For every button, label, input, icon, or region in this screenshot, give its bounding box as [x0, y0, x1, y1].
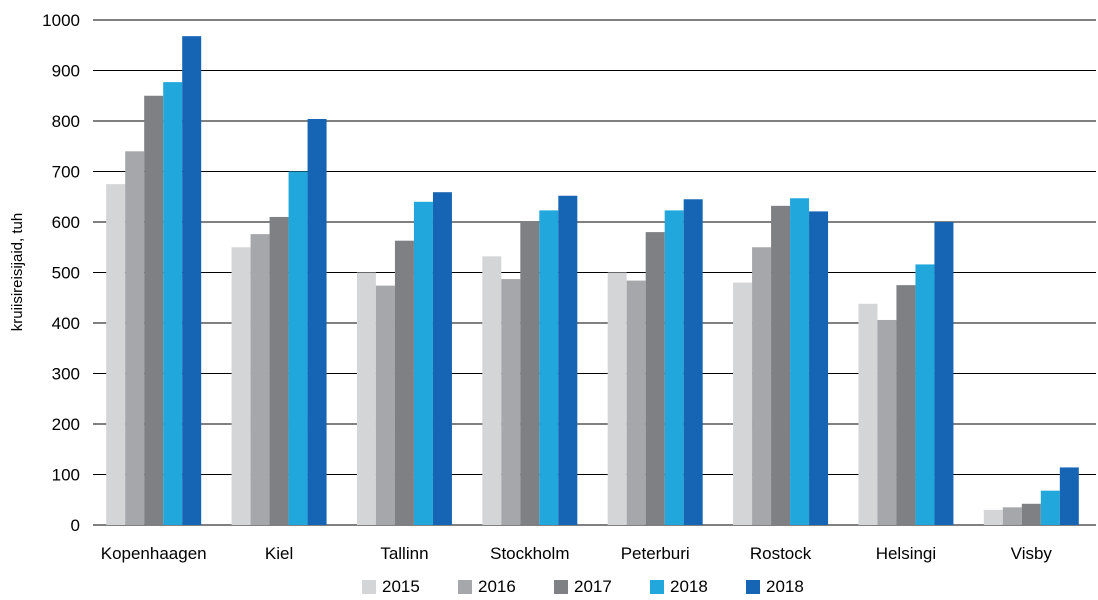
x-category-labels: Kopenhaagen Kiel Tallinn Stockholm Peterburi… — [101, 544, 1053, 563]
x-category-label: Helsingi — [876, 544, 936, 563]
bar — [163, 82, 183, 526]
bar — [858, 303, 878, 525]
legend: 2015 2016 2017 2018 2018 — [362, 577, 804, 596]
bar — [413, 201, 433, 526]
bar — [915, 264, 935, 525]
x-category-label: Visby — [1011, 544, 1053, 563]
bar — [896, 285, 916, 525]
y-tick-label: 700 — [52, 163, 80, 182]
legend-swatch — [362, 580, 376, 594]
y-tick-label: 100 — [52, 466, 80, 485]
bar — [182, 36, 202, 525]
bar — [269, 216, 289, 525]
bar — [1059, 467, 1079, 525]
x-category-label: Kiel — [265, 544, 293, 563]
bar — [771, 205, 791, 525]
bar — [752, 247, 772, 525]
legend-label: 2018 — [766, 577, 804, 596]
bar — [683, 199, 703, 525]
y-tick-label: 300 — [52, 365, 80, 384]
y-axis-title: kruiisireisijaid, tuh — [9, 213, 26, 331]
x-category-label: Peterburi — [621, 544, 690, 563]
bar — [934, 222, 954, 525]
legend-label: 2016 — [478, 577, 516, 596]
y-tick-label: 800 — [52, 112, 80, 131]
legend-swatch — [746, 580, 760, 594]
bar — [983, 509, 1003, 525]
y-tick-label: 500 — [52, 264, 80, 283]
legend-label: 2017 — [574, 577, 612, 596]
bar — [307, 118, 327, 525]
bar — [231, 247, 251, 525]
y-tick-label: 1000 — [42, 11, 80, 30]
legend-swatch — [554, 580, 568, 594]
bar — [125, 151, 145, 526]
legend-swatch — [650, 580, 664, 594]
legend-label: 2018 — [670, 577, 708, 596]
bar — [645, 232, 665, 525]
bar — [501, 279, 521, 525]
bar — [539, 210, 559, 525]
bar — [607, 272, 627, 525]
x-category-label: Tallinn — [380, 544, 428, 563]
bar — [106, 184, 126, 525]
x-category-label: Stockholm — [490, 544, 569, 563]
x-category-label: Kopenhaagen — [101, 544, 207, 563]
bar — [558, 195, 578, 526]
bar — [520, 222, 540, 525]
bar — [288, 171, 308, 525]
bar — [394, 240, 414, 525]
bar — [1002, 507, 1022, 525]
bar — [1040, 490, 1060, 525]
bar — [877, 319, 897, 525]
legend-label: 2015 — [382, 577, 420, 596]
bar — [250, 234, 270, 525]
bars — [106, 36, 1079, 526]
bar — [664, 210, 684, 525]
y-tick-label: 400 — [52, 314, 80, 333]
bar — [144, 95, 164, 525]
y-tick-labels: 0 100 200 300 400 500 600 700 800 900 1000 — [42, 11, 80, 535]
bar — [432, 192, 452, 525]
bar — [733, 282, 753, 525]
y-tick-label: 0 — [71, 516, 80, 535]
bar — [790, 198, 810, 525]
bar — [375, 285, 395, 525]
y-tick-label: 900 — [52, 62, 80, 81]
bar — [626, 280, 646, 525]
bar — [1021, 503, 1041, 525]
bar — [809, 211, 829, 525]
bar — [482, 256, 502, 525]
legend-swatch — [458, 580, 472, 594]
bar — [356, 272, 376, 525]
x-category-label: Rostock — [750, 544, 812, 563]
y-tick-label: 200 — [52, 415, 80, 434]
y-tick-label: 600 — [52, 213, 80, 232]
